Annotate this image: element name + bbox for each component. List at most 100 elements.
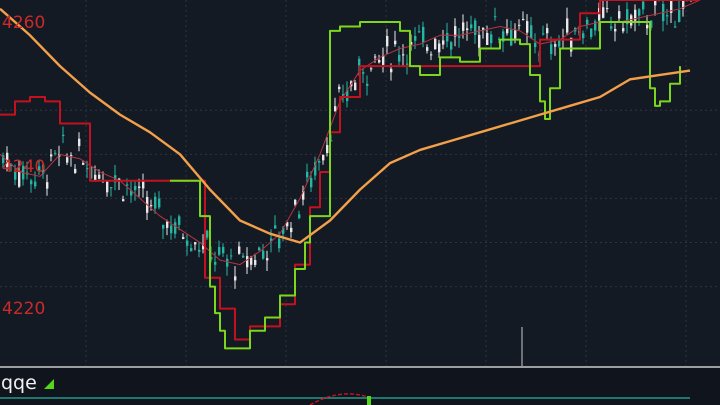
- candle-body: [634, 9, 637, 21]
- candle-body: [118, 178, 121, 181]
- candle-body: [446, 32, 449, 42]
- candle-body: [290, 227, 293, 233]
- candle-body: [14, 170, 17, 180]
- indicator-curve: [309, 393, 369, 405]
- candle-body: [422, 26, 425, 43]
- candle-body: [6, 152, 9, 167]
- candle-body: [250, 257, 253, 265]
- candle-body: [78, 138, 81, 147]
- candle-body: [522, 18, 525, 20]
- indicator-label[interactable]: qqe: [1, 372, 37, 394]
- candle-body: [262, 250, 265, 259]
- candle-body: [190, 248, 193, 252]
- candle-body: [358, 58, 361, 66]
- indicator-pane[interactable]: [0, 368, 720, 405]
- candle-body: [678, 10, 681, 22]
- y-tick-label-4240: 4240: [2, 157, 45, 177]
- candle-body: [390, 68, 393, 73]
- candle-body: [430, 54, 433, 56]
- candle-body: [158, 198, 161, 208]
- candle-body: [494, 16, 497, 18]
- candle-body: [222, 246, 225, 254]
- candle-body: [70, 155, 73, 157]
- candle-body: [286, 222, 289, 227]
- candle-body: [330, 140, 333, 142]
- candle-body: [646, 24, 649, 29]
- candle-body: [454, 26, 457, 37]
- candle-body: [138, 186, 141, 188]
- candle-body: [38, 166, 41, 171]
- candle-body: [650, 20, 653, 28]
- indicator-bar: [367, 396, 371, 405]
- candle-body: [450, 42, 453, 50]
- candle-body: [166, 221, 169, 228]
- candle-body: [270, 238, 273, 242]
- candle-body: [62, 134, 65, 137]
- candle-body: [326, 145, 329, 154]
- candle-body: [458, 36, 461, 38]
- candle-body: [554, 44, 557, 47]
- candle-body: [654, 0, 657, 6]
- candle-body: [354, 82, 357, 91]
- ma-long-line: [0, 7, 691, 244]
- candle-body: [642, 1, 645, 10]
- candle-body: [282, 227, 285, 234]
- candle-body: [534, 42, 537, 48]
- candle-body: [398, 54, 401, 62]
- candle-body: [402, 54, 405, 56]
- candle-body: [546, 28, 549, 34]
- candle-body: [74, 168, 77, 173]
- candle-body: [242, 255, 245, 258]
- candle-body: [246, 256, 249, 268]
- candle-body: [50, 154, 53, 157]
- candle-body: [10, 163, 13, 167]
- candle-body: [486, 32, 489, 45]
- candle-body: [94, 174, 97, 181]
- candle-body: [254, 259, 257, 265]
- candle-body: [46, 182, 49, 189]
- candle-body: [278, 238, 281, 249]
- band-bull-line: [170, 21, 681, 350]
- candle-body: [610, 26, 613, 29]
- candle-body: [310, 178, 313, 188]
- candle-body: [518, 24, 521, 26]
- candle-body: [234, 276, 237, 281]
- candle-body: [198, 249, 201, 252]
- candle-body: [30, 180, 33, 185]
- candle-body: [482, 28, 485, 31]
- candle-body: [374, 56, 377, 58]
- candle-body: [618, 11, 621, 19]
- ma-short-line: [0, 0, 701, 266]
- candle-body: [218, 247, 221, 255]
- candle-body: [238, 246, 241, 254]
- candle-body: [334, 106, 337, 111]
- candle-body: [606, 7, 609, 9]
- candle-body: [426, 47, 429, 51]
- candle-body: [434, 38, 437, 50]
- candle-body: [674, 26, 677, 28]
- candle-body: [106, 181, 109, 193]
- candle-body: [302, 190, 305, 200]
- candle-body: [526, 21, 529, 33]
- candle-body: [362, 72, 365, 74]
- candle-body: [386, 36, 389, 47]
- candle-body: [466, 28, 469, 31]
- candle-body: [122, 199, 125, 202]
- candles: [2, 0, 692, 289]
- candle-body: [582, 33, 585, 39]
- grid: [0, 0, 720, 366]
- candle-body: [414, 36, 417, 41]
- candle-body: [474, 20, 477, 35]
- candle-body: [306, 171, 309, 178]
- candle-body: [2, 155, 5, 164]
- candle-body: [258, 247, 261, 251]
- candle-body: [438, 43, 441, 53]
- candle-body: [602, 7, 605, 18]
- candle-body: [150, 205, 153, 207]
- candle-body: [394, 40, 397, 45]
- candle-body: [530, 25, 533, 39]
- candle-body: [586, 19, 589, 26]
- candle-body: [274, 225, 277, 229]
